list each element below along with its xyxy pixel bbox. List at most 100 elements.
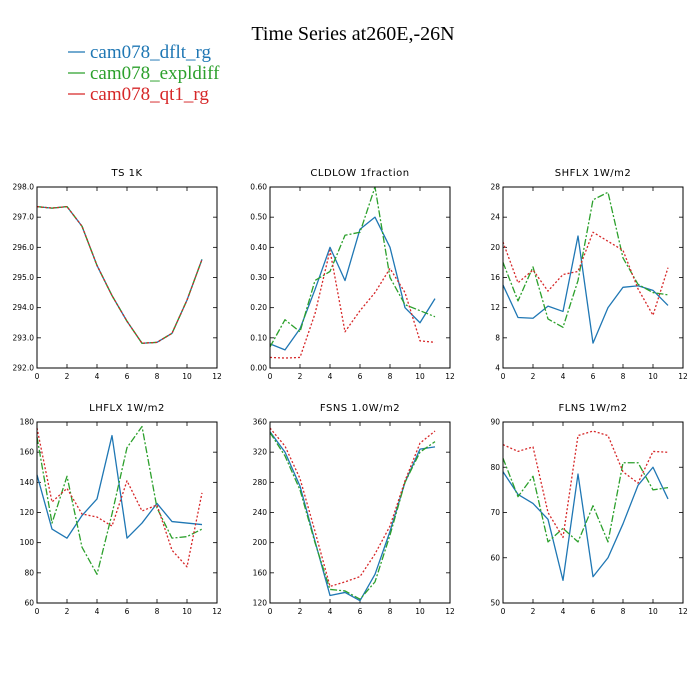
y-tick-label: 360: [253, 418, 268, 427]
y-tick-label: 0.60: [250, 183, 267, 192]
figure-title: Time Series at260E,-26N: [251, 23, 454, 45]
legend: cam078_dflt_rgcam078_expldiffcam078_qt1_…: [68, 42, 220, 105]
y-tick-label: 140: [20, 478, 35, 487]
x-tick-label: 2: [65, 372, 70, 381]
series-line: [502, 235, 669, 344]
x-tick-label: 4: [561, 607, 566, 616]
x-tick-label: 4: [561, 372, 566, 381]
series-line: [269, 431, 436, 602]
y-tick-label: 24: [490, 213, 500, 222]
series-line: [269, 216, 436, 351]
x-tick-label: 4: [328, 372, 333, 381]
panel-title: FSNS 1.0W/m2: [320, 403, 400, 414]
x-tick-label: 10: [648, 372, 658, 381]
y-tick-label: 20: [490, 243, 500, 252]
legend-label: cam078_expldiff: [90, 63, 220, 84]
series-line: [502, 231, 669, 316]
y-tick-label: 200: [253, 538, 268, 547]
plot-frame: [36, 186, 218, 369]
y-tick-label: 295.0: [13, 273, 35, 282]
y-tick-label: 320: [253, 448, 268, 457]
series-line: [269, 186, 436, 348]
y-tick-label: 160: [253, 568, 268, 577]
y-tick-label: 0.00: [250, 364, 267, 373]
panel-title: TS 1K: [110, 168, 142, 179]
y-tick-label: 60: [24, 599, 34, 608]
y-tick-label: 8: [495, 333, 500, 342]
chart-panel: LHFLX 1W/m2 60 80 100 120 140 160 180 0 2 4 6 8 10 12: [20, 403, 222, 616]
x-tick-label: 4: [328, 607, 333, 616]
y-tick-label: 160: [20, 448, 35, 457]
x-tick-label: 2: [298, 372, 303, 381]
y-tick-label: 60: [490, 553, 500, 562]
panel-title: CLDLOW 1fraction: [310, 168, 409, 179]
panel-title: FLNS 1W/m2: [558, 403, 627, 414]
plot-frame: [36, 421, 218, 604]
x-tick-label: 8: [621, 607, 626, 616]
x-tick-label: 0: [268, 372, 273, 381]
y-tick-label: 16: [490, 273, 500, 282]
x-tick-label: 0: [501, 372, 506, 381]
series-line: [269, 427, 436, 588]
x-tick-label: 8: [388, 607, 393, 616]
series-line: [502, 191, 669, 328]
x-tick-label: 6: [591, 372, 596, 381]
y-tick-label: 90: [490, 418, 500, 427]
y-tick-label: 0.50: [250, 213, 267, 222]
plot-frame: [502, 421, 684, 604]
y-tick-label: 240: [253, 508, 268, 517]
series-line: [502, 430, 669, 539]
y-tick-label: 0.10: [250, 333, 267, 342]
plot-frame: [269, 421, 451, 604]
x-tick-label: 6: [125, 607, 130, 616]
chart-panel: CLDLOW 1fraction 0.00 0.10 0.20 0.30 0.40 0.50…: [250, 168, 455, 381]
plot-frame: [269, 186, 451, 369]
y-tick-label: 80: [24, 568, 34, 577]
y-tick-label: 296.0: [13, 243, 35, 252]
y-tick-label: 280: [253, 478, 268, 487]
x-tick-label: 10: [415, 607, 425, 616]
x-tick-label: 0: [35, 372, 40, 381]
panel-title: SHFLX 1W/m2: [555, 168, 631, 179]
series-line: [36, 434, 203, 539]
x-tick-label: 10: [648, 607, 658, 616]
y-tick-label: 292.0: [13, 364, 35, 373]
x-tick-label: 12: [678, 607, 688, 616]
y-tick-label: 0.30: [250, 273, 267, 282]
series-line: [36, 427, 203, 568]
y-tick-label: 100: [20, 538, 35, 547]
x-tick-label: 12: [445, 372, 455, 381]
series-line: [502, 457, 669, 543]
x-tick-label: 8: [388, 372, 393, 381]
chart-panel: TS 1K 292.0 293.0 294.0 295.0 296.0 297.0 298.0…: [13, 168, 222, 381]
x-tick-label: 2: [531, 607, 536, 616]
x-tick-label: 12: [212, 607, 222, 616]
x-tick-label: 10: [415, 372, 425, 381]
x-tick-label: 6: [358, 372, 363, 381]
plot-frame: [502, 186, 684, 369]
x-tick-label: 12: [212, 372, 222, 381]
x-tick-label: 8: [155, 607, 160, 616]
x-tick-label: 2: [298, 607, 303, 616]
y-tick-label: 80: [490, 463, 500, 472]
x-tick-label: 12: [678, 372, 688, 381]
x-tick-label: 6: [125, 372, 130, 381]
y-tick-label: 0.20: [250, 303, 267, 312]
panel-title: LHFLX 1W/m2: [89, 403, 165, 414]
x-tick-label: 6: [358, 607, 363, 616]
y-tick-label: 50: [490, 599, 500, 608]
x-tick-label: 4: [95, 607, 100, 616]
chart-panel: FLNS 1W/m2 50 60 70 80 90 0 2 4 6 8 10 12: [490, 403, 688, 616]
panels-grid: TS 1K 292.0 293.0 294.0 295.0 296.0 297.0 298.0…: [13, 168, 688, 616]
y-tick-label: 12: [490, 303, 500, 312]
x-tick-label: 10: [182, 607, 192, 616]
x-tick-label: 2: [531, 372, 536, 381]
y-tick-label: 4: [495, 364, 500, 373]
y-tick-label: 28: [490, 183, 500, 192]
series-line: [269, 432, 436, 600]
legend-label: cam078_qt1_rg: [90, 84, 209, 105]
series-line: [36, 205, 203, 344]
series-line: [36, 425, 203, 575]
x-tick-label: 0: [35, 607, 40, 616]
